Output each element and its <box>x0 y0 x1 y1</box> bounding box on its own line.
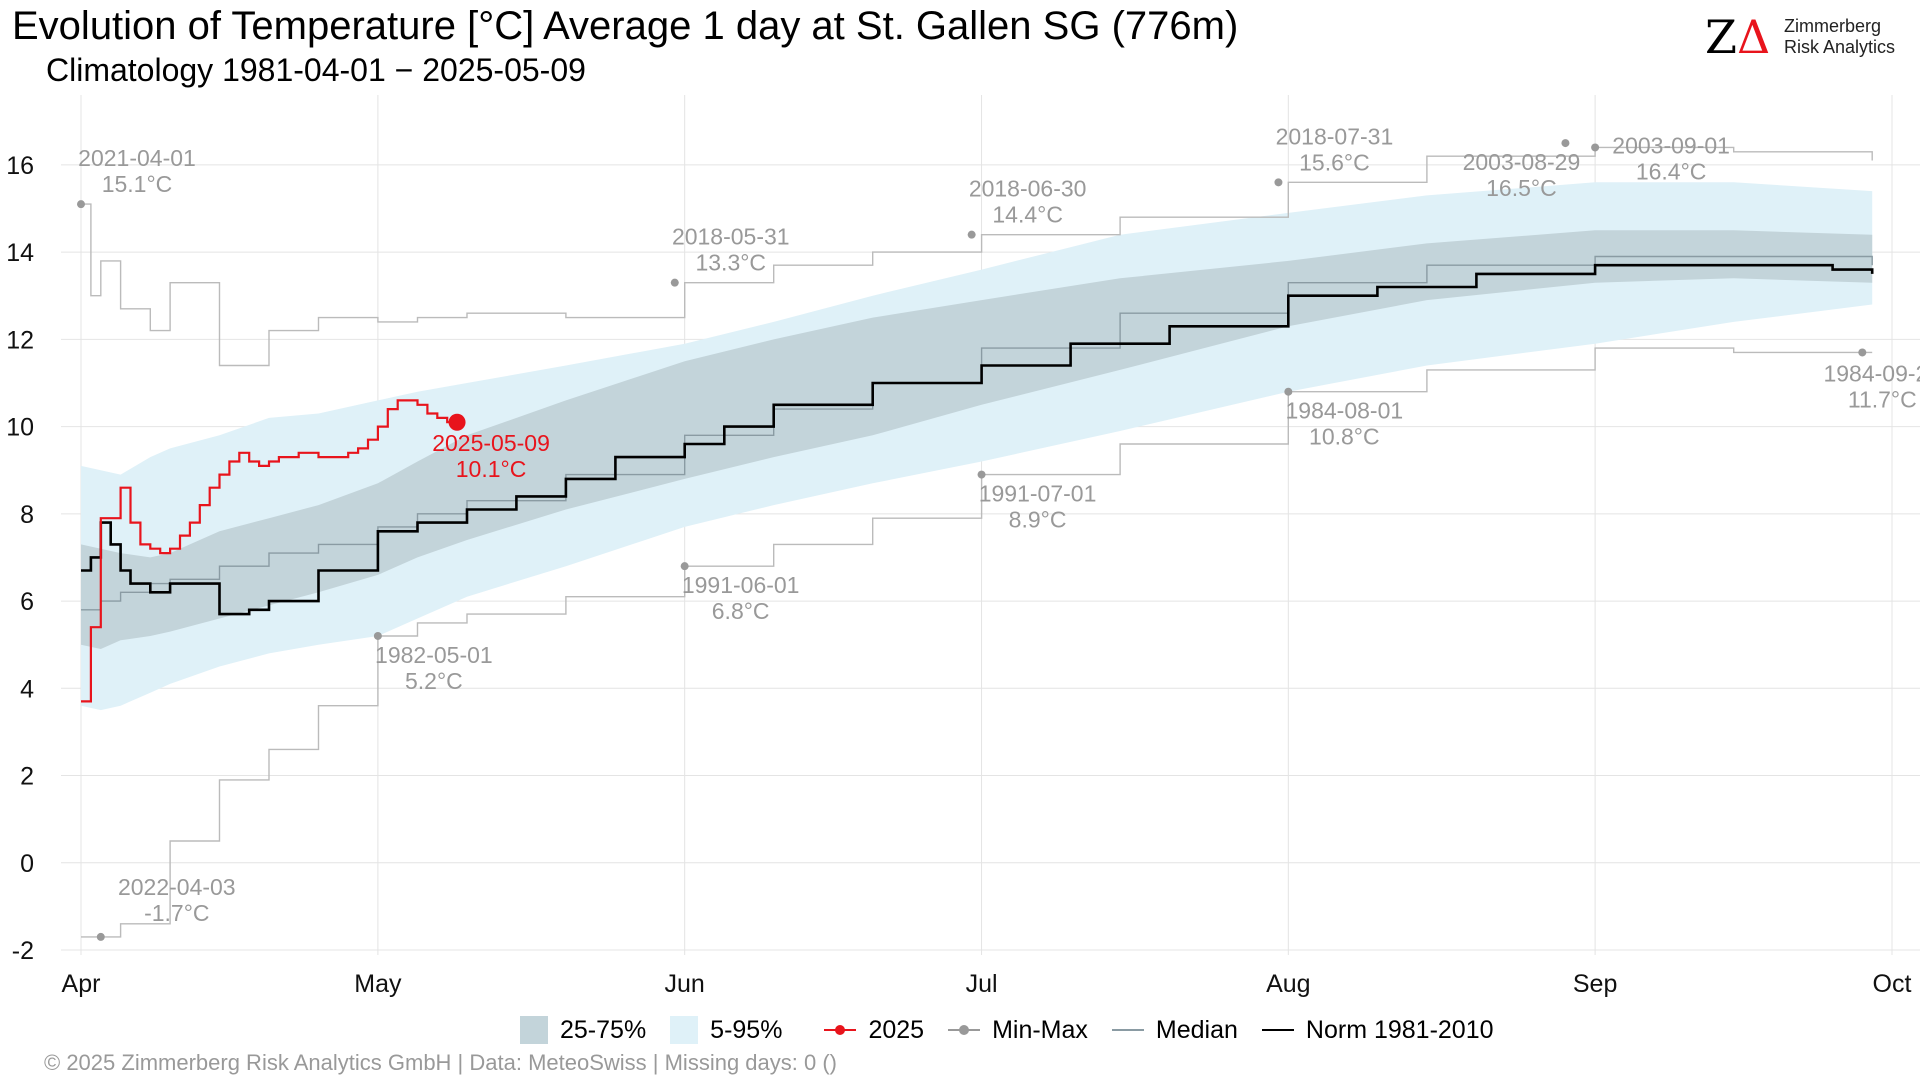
legend-swatch-norm <box>1261 1016 1294 1044</box>
y-tick-label: 2 <box>20 763 34 791</box>
legend-item-iqr: 25-75% <box>520 1016 646 1045</box>
extreme-value-label: 15.6°C <box>1299 149 1370 175</box>
extreme-point-min <box>1858 348 1867 357</box>
extreme-date-label: 2003-09-01 <box>1612 132 1730 158</box>
x-tick-label: Sep <box>1573 970 1617 998</box>
extreme-date-label: 2003-08-29 <box>1463 149 1581 175</box>
legend-swatch-median <box>1111 1016 1144 1044</box>
logo-line-1: Zimmerberg <box>1784 16 1882 36</box>
extreme-date-label: 2018-06-30 <box>969 176 1087 202</box>
extreme-value-label: 10.8°C <box>1309 424 1380 450</box>
footer-credit: © 2025 Zimmerberg Risk Analytics GmbH | … <box>44 1050 837 1075</box>
extreme-value-label: 8.9°C <box>1009 507 1067 533</box>
x-tick-label: Oct <box>1873 970 1912 998</box>
legend-item-p90: 5-95% <box>670 1016 782 1045</box>
extreme-point-min <box>373 631 382 640</box>
y-tick-label: 16 <box>6 152 34 180</box>
norm-line <box>81 263 1874 616</box>
extreme-point-min <box>680 562 689 571</box>
band-25-75 <box>81 230 1873 650</box>
x-tick-label: Aug <box>1266 970 1310 998</box>
legend-label-current: 2025 <box>868 1015 925 1044</box>
extreme-value-label: 6.8°C <box>712 598 770 624</box>
extreme-value-label: 11.7°C <box>1848 386 1917 412</box>
legend-swatch-minmax <box>948 1016 981 1044</box>
max-line <box>81 146 1873 367</box>
extreme-point-min <box>1284 387 1293 396</box>
current-year-line <box>81 399 458 703</box>
legend-label-minmax: Min-Max <box>992 1015 1088 1044</box>
percentile-bands <box>81 182 1873 711</box>
legend: 25-75% 5-95% 2025 Min-Max Median Norm 19… <box>520 1013 1518 1047</box>
y-tick-label: 12 <box>6 326 34 354</box>
extreme-value-label: -1.7°C <box>144 900 209 926</box>
legend-item-median: Median <box>1111 1015 1238 1045</box>
extreme-points <box>77 139 1867 941</box>
chart-title: Evolution of Temperature [°C] Average 1 … <box>12 4 1239 48</box>
current-value-label: 10.1°C <box>456 456 527 482</box>
legend-swatch-iqr <box>520 1016 548 1044</box>
y-tick-label: 8 <box>20 501 34 529</box>
logo-mark: ZΔ <box>1705 10 1771 64</box>
current-date-label: 2025-05-09 <box>432 430 550 456</box>
logo-line-2: Risk Analytics <box>1784 37 1896 57</box>
extreme-point-max <box>967 230 976 239</box>
legend-swatch-current <box>824 1016 857 1044</box>
extreme-date-label: 1982-05-01 <box>375 642 493 668</box>
legend-item-norm: Norm 1981-2010 <box>1261 1015 1494 1045</box>
x-tick-label: Jul <box>966 970 998 998</box>
legend-label-median: Median <box>1155 1015 1238 1044</box>
extreme-date-label: 1991-07-01 <box>979 481 1097 507</box>
extreme-date-label: 1991-06-01 <box>682 572 800 598</box>
company-logo: ZΔ Zimmerberg Risk Analytics <box>1705 8 1915 68</box>
extreme-value-label: 14.4°C <box>992 202 1063 228</box>
y-tick-label: 10 <box>6 414 34 442</box>
extreme-point-max <box>1591 143 1600 152</box>
y-tick-label: 6 <box>20 588 34 616</box>
x-tick-label: May <box>354 970 402 998</box>
extreme-value-label: 15.1°C <box>102 171 173 197</box>
legend-label-iqr: 25-75% <box>560 1015 647 1044</box>
legend-label-norm: Norm 1981-2010 <box>1305 1015 1494 1044</box>
extreme-date-label: 2018-07-31 <box>1276 123 1394 149</box>
y-tick-label: 14 <box>6 239 34 267</box>
extreme-point-max <box>1274 178 1283 187</box>
y-tick-label: 4 <box>20 675 34 703</box>
series-lines <box>81 146 1874 938</box>
extreme-value-label: 5.2°C <box>405 668 463 694</box>
axis-labels: -2 0 2 4 6 8 10 12 14 16 Apr May Jun Jul Aug Sep Oct <box>6 152 1911 998</box>
extreme-point-max <box>670 278 679 287</box>
extreme-point-max <box>77 200 85 209</box>
extreme-date-label: 2021-04-01 <box>78 145 196 171</box>
extreme-date-label: 2018-05-31 <box>672 224 790 250</box>
x-tick-label: Apr <box>62 970 101 998</box>
extreme-value-label: 16.4°C <box>1636 158 1707 184</box>
extreme-point-max <box>1561 139 1570 148</box>
extreme-value-label: 13.3°C <box>695 250 766 276</box>
y-tick-label: 0 <box>20 850 34 878</box>
extreme-value-label: 16.5°C <box>1486 175 1557 201</box>
min-line <box>81 347 1873 938</box>
chart-subtitle: Climatology 1981-04-01 − 2025-05-09 <box>46 52 586 88</box>
band-5-95 <box>81 182 1873 711</box>
y-tick-label: -2 <box>12 937 34 965</box>
current-year-point <box>448 413 466 431</box>
extreme-date-label: 2022-04-03 <box>118 874 236 900</box>
extreme-point-min <box>96 932 105 941</box>
legend-item-minmax: Min-Max <box>948 1016 1088 1045</box>
x-tick-label: Jun <box>665 970 705 998</box>
extreme-date-label: 1984-09-28 <box>1823 360 1920 386</box>
extreme-date-label: 1984-08-01 <box>1286 398 1404 424</box>
legend-swatch-p90 <box>670 1016 699 1044</box>
logo-text: Zimmerberg Risk Analytics <box>1784 16 1895 58</box>
legend-item-current: 2025 <box>824 1016 924 1045</box>
legend-label-p90: 5-95% <box>710 1015 783 1044</box>
extreme-point-min <box>977 470 986 479</box>
